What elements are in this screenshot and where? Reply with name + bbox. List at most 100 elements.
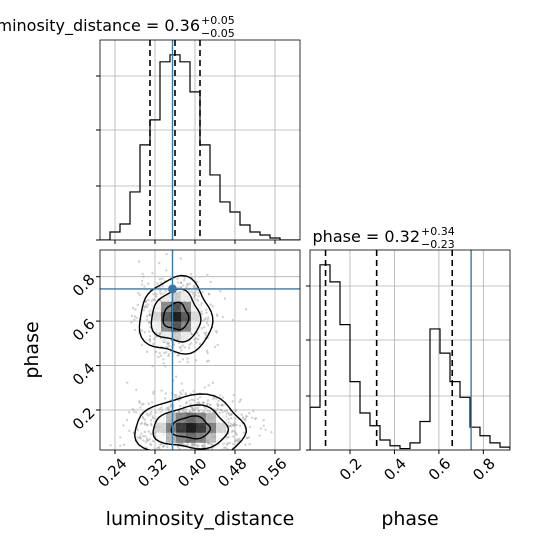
joint-sample-635	[145, 350, 149, 354]
joint-sample-873	[163, 453, 165, 455]
joint-sample-526	[148, 321, 151, 324]
joint-sample-1499	[150, 424, 153, 427]
joint-sample-662	[226, 436, 229, 439]
joint-sample-366	[176, 277, 179, 280]
joint-sample-1157	[172, 472, 174, 474]
joint-sample-447	[174, 375, 178, 378]
joint-sample-1303	[145, 439, 148, 442]
joint-sample-531	[163, 351, 166, 355]
joint-sample-863	[166, 445, 169, 449]
joint-sample-746	[151, 415, 154, 418]
title-phase-sub: −0.23	[421, 238, 455, 251]
hist-phase-histogram-step	[310, 264, 510, 450]
joint-sample-567	[148, 338, 151, 341]
joint-sample-552	[145, 318, 149, 321]
title-luminosity-distance-sub: −0.05	[201, 27, 235, 40]
joint-sample-54	[191, 292, 195, 295]
joint-sample-1060	[140, 403, 144, 406]
joint-density-block-6	[161, 301, 171, 312]
joint-contour-4	[152, 404, 230, 450]
joint-sample-1268	[146, 424, 149, 427]
joint-sample-714	[244, 415, 248, 418]
joint-sample-509	[214, 329, 218, 333]
title-luminosity-distance-main: luminosity_distance = 0.36	[0, 16, 200, 36]
joint-sample-351	[205, 349, 209, 353]
joint-sample-1036	[216, 404, 220, 408]
joint-sample-811	[142, 402, 145, 406]
joint-sample-935	[221, 456, 223, 458]
joint-sample-1449	[197, 444, 200, 447]
joint-sample-1014	[160, 389, 163, 392]
joint-sample-925	[152, 416, 155, 420]
joint-sample-839	[203, 386, 206, 389]
joint-sample-858	[149, 419, 153, 422]
joint-sample-1144	[143, 421, 147, 425]
joint-sample-1078	[139, 437, 143, 440]
joint-sample-720	[258, 434, 261, 437]
joint-sample-505	[198, 342, 202, 345]
joint-sample-1388	[241, 416, 245, 419]
joint-sample-1079	[161, 445, 165, 448]
joint-sample-52	[186, 283, 189, 287]
joint-sample-1283	[178, 458, 180, 460]
joint-sample-636	[200, 327, 204, 330]
joint-sample-130	[148, 340, 152, 343]
joint-sample-1158	[229, 422, 233, 426]
joint-sample-1033	[235, 423, 238, 427]
joint-sample-1059	[219, 408, 222, 412]
joint-sample-1304	[213, 453, 215, 455]
joint-sample-785	[131, 407, 135, 411]
joint-sample-1124	[174, 396, 177, 399]
joint-sample-1083	[190, 398, 194, 401]
title-luminosity-distance-sup: +0.05	[201, 14, 235, 27]
joint-sample-928	[192, 408, 195, 411]
joint-sample-1163	[180, 382, 184, 385]
joint-sample-1482	[138, 436, 141, 440]
joint-sample-566	[136, 303, 139, 307]
joint-density-block-23	[156, 412, 166, 423]
joint-sample-1035	[191, 406, 194, 409]
joint-sample-1472	[197, 410, 200, 413]
joint-sample-1091	[152, 390, 155, 393]
joint-sample-996	[202, 401, 205, 404]
joint-sample-1249	[185, 460, 187, 462]
joint-sample-1068	[149, 442, 152, 446]
joint-sample-871	[128, 429, 131, 432]
joint-sample-194	[133, 328, 137, 332]
joint-sample-424	[154, 350, 158, 354]
hist-phase-xtick-label-2: 0.6	[425, 454, 455, 484]
joint-sample-1212	[270, 431, 273, 434]
joint-density-block-41	[216, 412, 226, 423]
joint-sample-183	[204, 317, 207, 320]
joint-sample-774	[184, 408, 187, 411]
joint-xtick-label-1: 0.32	[134, 454, 170, 490]
joint-sample-494	[196, 298, 199, 301]
joint-sample-1405	[233, 421, 236, 425]
joint-sample-1039	[151, 392, 155, 395]
joint-sample-869	[211, 381, 215, 385]
joint-sample-542	[213, 345, 217, 349]
joint-density-block-13	[181, 331, 191, 342]
joint-sample-551	[195, 341, 198, 344]
joint-sample-1381	[215, 397, 218, 400]
joint-sample-961	[142, 435, 145, 438]
joint-sample-681	[245, 436, 249, 440]
joint-density-block-2	[151, 301, 161, 312]
joint-sample-795	[144, 451, 146, 453]
joint-sample-750	[222, 442, 225, 445]
joint-sample-882	[218, 394, 222, 397]
joint-sample-1406	[178, 451, 180, 453]
joint-sample-32	[179, 346, 183, 349]
joint-contour-5	[134, 393, 248, 450]
joint-sample-1290	[262, 424, 265, 427]
joint-sample-23	[156, 282, 159, 285]
joint-sample-340	[161, 277, 164, 280]
joint-sample-696	[148, 438, 151, 441]
joint-sample-843	[177, 399, 180, 402]
joint-sample-1042	[234, 424, 237, 427]
joint-sample-60	[204, 333, 208, 337]
joint-sample-305	[158, 277, 162, 281]
joint-sample-931	[207, 384, 210, 387]
joint-sample-1325	[242, 431, 246, 435]
joint-sample-1220	[162, 457, 164, 459]
